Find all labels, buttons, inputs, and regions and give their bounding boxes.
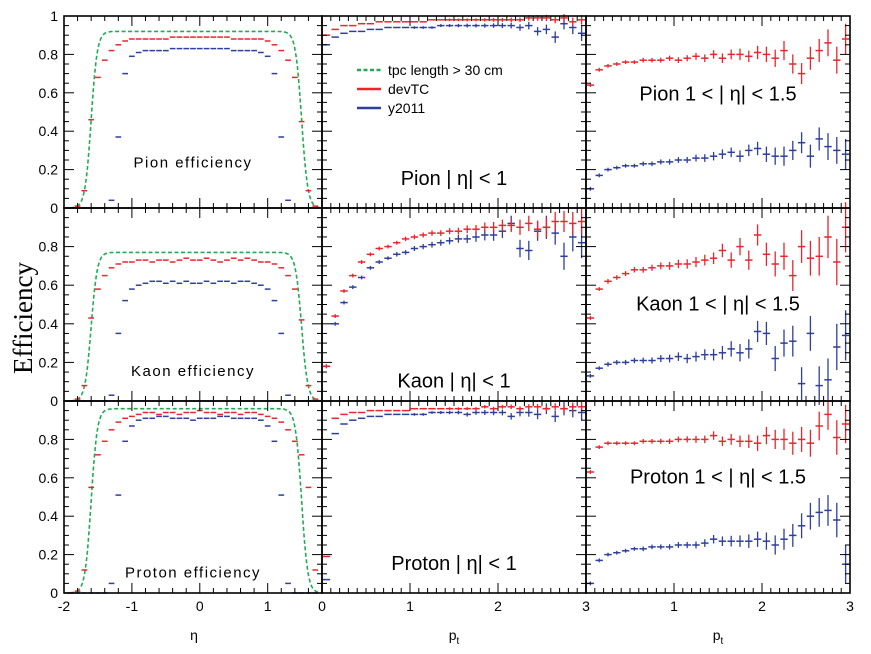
y-tick-label: 0 — [50, 200, 58, 216]
y-tick-label: 0.4 — [39, 508, 59, 524]
x-axis-label: η — [190, 627, 198, 643]
legend-label: y2011 — [388, 100, 425, 116]
x-tick-label: -2 — [58, 598, 71, 614]
y-tick-label: 1 — [50, 8, 58, 24]
x-axis-label: pt — [713, 627, 724, 647]
panel-label: Pion | η| < 1 — [401, 168, 508, 190]
panel-frame — [63, 15, 323, 209]
x-tick-label: 2 — [494, 598, 502, 614]
panel-7: Proton efficiency — [63, 400, 323, 594]
panel-8: Proton | η| < 1 — [321, 400, 587, 594]
panel-1: Pion efficiency — [63, 15, 323, 209]
panel-label: Kaon 1 < | η| < 1.5 — [636, 293, 800, 315]
panel-4: Kaon efficiency — [63, 207, 323, 402]
x-tick-label: 1 — [406, 598, 414, 614]
y-tick-label: 0.8 — [39, 239, 59, 255]
y-tick-label: 0.4 — [39, 316, 59, 332]
panel-label: Pion 1 < | η| < 1.5 — [639, 83, 796, 105]
y-tick-label: 0.8 — [39, 431, 59, 447]
x-tick-label: 0 — [196, 598, 204, 614]
tpc-length-curve — [64, 251, 323, 402]
y-tick-label: 0.2 — [39, 162, 59, 178]
y-tick-label: 0 — [50, 393, 58, 409]
y-tick-label: 0.2 — [39, 547, 59, 563]
panel-2: Pion | η| < 1 — [321, 14, 587, 209]
y-tick-label: 0.6 — [39, 277, 59, 293]
panel-9: Proton 1 < | η| < 1.5 — [585, 399, 851, 594]
x-tick-label: 0 — [318, 598, 326, 614]
y-axis-label: Efficiency — [8, 262, 38, 374]
y-tick-label: 0.8 — [39, 46, 59, 62]
legend-label: devTC — [388, 81, 429, 97]
panel-3: Pion 1 < | η| < 1.5 — [585, 15, 851, 209]
panel-label: Kaon | η| < 1 — [397, 370, 510, 392]
x-tick-label: 1 — [670, 598, 678, 614]
panel-label: Pion efficiency — [134, 155, 253, 172]
panel-label: Proton efficiency — [125, 565, 261, 582]
panel-label: Kaon efficiency — [131, 363, 255, 380]
x-tick-label: 3 — [582, 598, 590, 614]
panel-label: Proton | η| < 1 — [391, 553, 516, 575]
y-tick-label: 0.2 — [39, 354, 59, 370]
x-tick-label: 3 — [846, 598, 854, 614]
x-tick-label: 2 — [758, 598, 766, 614]
panel-label: Proton 1 < | η| < 1.5 — [630, 467, 806, 489]
y-tick-label: 0.4 — [39, 123, 59, 139]
panel-5: Kaon | η| < 1 — [321, 207, 587, 402]
tpc-length-curve — [64, 30, 323, 209]
panel-frame — [585, 15, 851, 209]
x-tick-label: -1 — [126, 598, 139, 614]
tpc-length-curve — [64, 407, 323, 594]
panel-6: Kaon 1 < | η| < 1.5 — [585, 202, 851, 405]
y-tick-label: 0 — [50, 585, 58, 601]
x-tick-label: 1 — [264, 598, 272, 614]
y-tick-label: 0.6 — [39, 470, 59, 486]
legend-label: tpc length > 30 cm — [388, 62, 503, 78]
y-tick-label: 0.6 — [39, 85, 59, 101]
x-axis-label: pt — [449, 627, 460, 647]
